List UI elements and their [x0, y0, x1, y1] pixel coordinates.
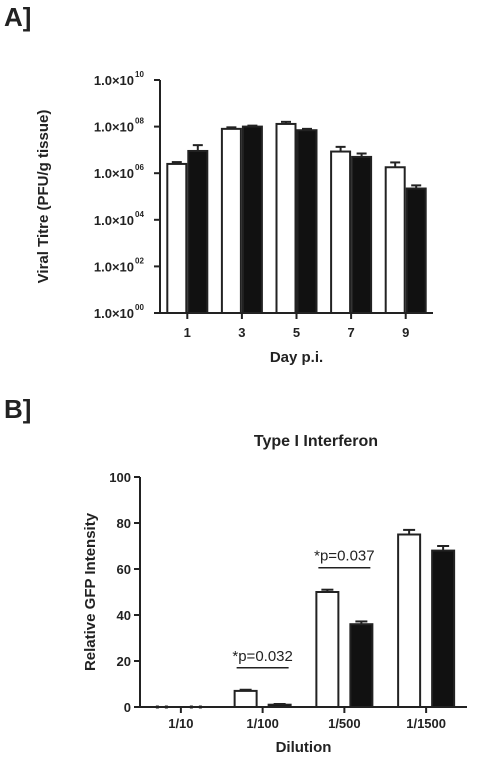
panel-a-label: A]: [4, 2, 31, 32]
chart-a-y-axis-title: Viral Titre (PFU/g tissue): [35, 110, 52, 284]
chart-a-bar: [220, 127, 242, 314]
chart-b-bar: [267, 703, 292, 709]
chart-b-y-tick-label: 100: [109, 470, 131, 485]
chart-b-bar: [397, 533, 422, 708]
chart-a-y-tick-label: 1.0×10: [94, 259, 134, 274]
chart-a-y-tick-label: 1.0×10: [94, 73, 134, 88]
chart-b-bar: [349, 623, 374, 709]
chart-b-x-tick-label: 1/1500: [406, 716, 446, 731]
chart-b-y-tick-label: 80: [117, 516, 131, 531]
chart-b-y-tick-label: 0: [124, 700, 131, 715]
chart-a-x-tick-label: 9: [402, 325, 409, 340]
chart-b-y-tick-label: 40: [117, 608, 131, 623]
chart-b-bar: [431, 549, 456, 708]
chart-a-bar: [351, 155, 373, 314]
chart-b-bar: [233, 689, 258, 709]
chart-a-y-tick-label: 1.0×10: [94, 213, 134, 228]
chart-a-bar: [166, 162, 188, 314]
chart-a-bar: [330, 150, 352, 314]
chart-b-significance-label: *p=0.032: [232, 648, 292, 665]
chart-a-y-tick-exponent: 06: [135, 163, 144, 172]
chart-a-bar: [405, 187, 427, 314]
chart-b-significance-label: *p=0.037: [314, 548, 374, 565]
chart-b-x-tick-label: 1/500: [328, 716, 361, 731]
chart-a-x-tick-label: 7: [347, 325, 354, 340]
chart-b-type-i-interferon: Type I Interferon Relative GFP Intensity…: [82, 433, 467, 756]
chart-b-y-tick-label: 60: [117, 562, 131, 577]
chart-a-bar: [296, 129, 318, 314]
chart-b-bar: [315, 591, 340, 708]
chart-a-bar: [241, 125, 263, 314]
chart-a-y-tick-exponent: 08: [135, 117, 144, 126]
chart-b-x-axis-title: Dilution: [276, 739, 332, 756]
chart-a-y-tick-exponent: 10: [135, 70, 144, 79]
chart-a-y-tick-exponent: 04: [135, 210, 144, 219]
chart-b-x-tick-label: 1/100: [246, 716, 279, 731]
chart-b-y-axis-title: Relative GFP Intensity: [82, 512, 99, 671]
chart-b-title: Type I Interferon: [254, 433, 378, 450]
chart-a-y-tick-label: 1.0×10: [94, 166, 134, 181]
chart-a-y-tick-exponent: 00: [135, 303, 144, 312]
chart-a-x-tick-label: 5: [293, 325, 300, 340]
chart-b-x-tick-label: 1/10: [168, 716, 193, 731]
chart-a-x-tick-label: 1: [184, 325, 191, 340]
chart-a-viral-titre: Viral Titre (PFU/g tissue) Day p.i. 1.0×…: [35, 70, 433, 366]
chart-a-y-tick-label: 1.0×10: [94, 306, 134, 321]
chart-b-y-tick-label: 20: [117, 654, 131, 669]
chart-a-bar: [384, 166, 406, 314]
panel-b-label: B]: [4, 394, 31, 424]
chart-a-y-tick-label: 1.0×10: [94, 120, 134, 135]
chart-a-bar: [275, 122, 297, 315]
chart-a-x-tick-label: 3: [238, 325, 245, 340]
chart-a-bar: [187, 149, 209, 314]
chart-a-x-axis-title: Day p.i.: [270, 349, 323, 366]
chart-a-y-tick-exponent: 02: [135, 256, 144, 265]
